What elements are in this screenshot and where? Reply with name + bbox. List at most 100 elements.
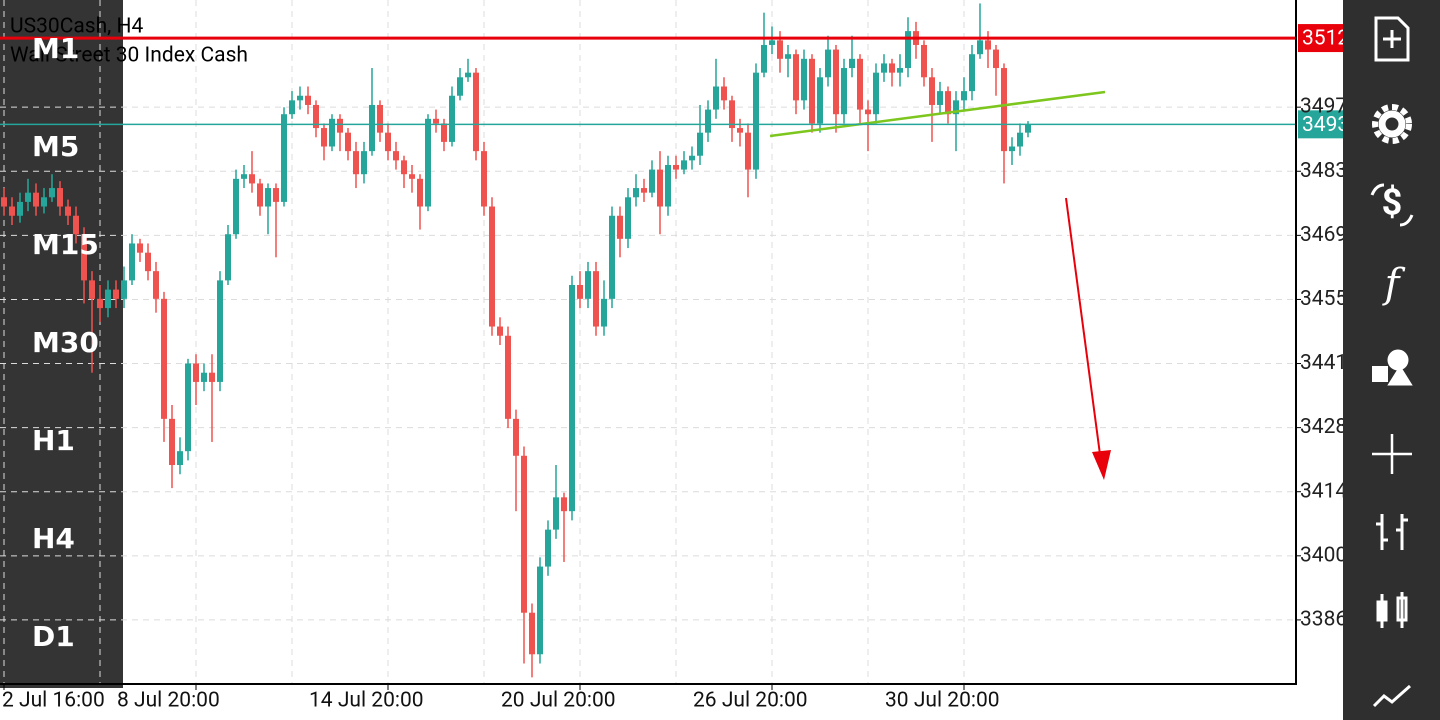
candle-body bbox=[369, 104, 375, 152]
trend-line[interactable] bbox=[769, 90, 1106, 138]
timeframe-button[interactable]: D1 bbox=[32, 620, 75, 653]
candle-body bbox=[1025, 124, 1031, 133]
timeframe-button[interactable]: M1 bbox=[32, 32, 79, 65]
candle-body bbox=[289, 100, 295, 115]
candle-body bbox=[817, 77, 823, 124]
candle-body bbox=[1017, 132, 1023, 147]
candle-body bbox=[713, 86, 719, 110]
candle-body bbox=[593, 271, 599, 327]
candle-body bbox=[25, 192, 31, 202]
candle-body bbox=[625, 197, 631, 239]
candle-body bbox=[129, 243, 135, 281]
candle-body bbox=[505, 335, 511, 419]
candle-body bbox=[649, 169, 655, 193]
timeframe-button[interactable]: M5 bbox=[32, 130, 79, 163]
candle-body bbox=[665, 164, 671, 207]
candle-body bbox=[473, 72, 479, 152]
candle-body bbox=[705, 109, 711, 133]
time-axis: 2 Jul 16:00 8 Jul 20:00 14 Jul 20:00 20 Jul… bbox=[2, 684, 1000, 713]
candle-body bbox=[953, 100, 959, 115]
candle-body bbox=[673, 164, 679, 170]
candle-body bbox=[121, 280, 127, 299]
candle-body bbox=[841, 68, 847, 115]
candle-body bbox=[865, 109, 871, 115]
x-tick-label: 20 Jul 20:00 bbox=[501, 689, 616, 713]
candle-body bbox=[889, 63, 895, 73]
candle-body bbox=[113, 289, 119, 299]
line-chart-button[interactable] bbox=[1372, 684, 1411, 708]
candle-body bbox=[97, 298, 103, 309]
candle-body bbox=[81, 234, 87, 281]
candle-body bbox=[737, 128, 743, 133]
settings-button[interactable] bbox=[1372, 104, 1412, 144]
candle-body bbox=[497, 326, 503, 336]
arrow-head[interactable] bbox=[1092, 450, 1111, 480]
candle-body bbox=[377, 104, 383, 133]
bars-button[interactable] bbox=[1376, 514, 1408, 550]
new-order-button[interactable] bbox=[1374, 16, 1410, 62]
timeframe-button[interactable]: M15 bbox=[32, 228, 99, 261]
candle-body bbox=[657, 169, 663, 207]
candle-body bbox=[577, 284, 583, 299]
timeframe-panel bbox=[0, 0, 123, 688]
candle-body bbox=[905, 31, 911, 69]
objects-button[interactable] bbox=[1372, 349, 1413, 386]
candle-body bbox=[305, 95, 311, 105]
candle-body bbox=[281, 114, 287, 202]
candle-body bbox=[449, 95, 455, 142]
candle-body bbox=[945, 91, 951, 115]
candle-body bbox=[257, 183, 263, 207]
candle-body bbox=[729, 100, 735, 129]
candle-body bbox=[545, 529, 551, 567]
candle-body bbox=[937, 91, 943, 105]
candle-body bbox=[193, 363, 199, 382]
timeframe-button[interactable]: H1 bbox=[32, 424, 75, 457]
candle-body bbox=[337, 118, 343, 133]
candle-body bbox=[697, 132, 703, 156]
svg-text:$: $ bbox=[1382, 182, 1403, 224]
candle-body bbox=[921, 44, 927, 78]
x-tick-label: 30 Jul 20:00 bbox=[885, 689, 1000, 713]
candle-body bbox=[49, 188, 55, 198]
candle-body bbox=[561, 497, 567, 512]
candle-body bbox=[993, 49, 999, 69]
candle-body bbox=[393, 151, 399, 161]
candle-body bbox=[177, 451, 183, 466]
candle-body bbox=[241, 174, 247, 179]
candles-button[interactable] bbox=[1376, 592, 1408, 628]
candle-body bbox=[489, 206, 495, 327]
candle-body bbox=[529, 612, 535, 655]
candle-body bbox=[521, 455, 527, 613]
arrow-shaft[interactable] bbox=[1065, 197, 1102, 463]
candle-body bbox=[849, 58, 855, 69]
timeframe-button[interactable]: M30 bbox=[32, 326, 99, 359]
candle-body bbox=[201, 372, 207, 382]
x-tick-label: 2 Jul 16:00 bbox=[2, 689, 105, 713]
candle-body bbox=[833, 49, 839, 115]
candle-body bbox=[769, 40, 775, 45]
candle-body bbox=[65, 206, 71, 216]
candle-body bbox=[217, 280, 223, 382]
candle-body bbox=[297, 95, 303, 101]
crosshair-button[interactable] bbox=[1372, 434, 1412, 474]
candle-body bbox=[969, 54, 975, 92]
trade-button[interactable]: $ bbox=[1370, 182, 1414, 227]
candle-body bbox=[689, 155, 695, 161]
candle-body bbox=[873, 72, 879, 115]
candle-body bbox=[641, 188, 647, 193]
candle-body bbox=[537, 566, 543, 655]
candle-body bbox=[225, 234, 231, 281]
candle-body bbox=[137, 243, 143, 253]
x-tick-label: 26 Jul 20:00 bbox=[693, 689, 808, 713]
candle-body bbox=[681, 160, 687, 170]
candle-body bbox=[153, 271, 159, 299]
timeframe-button[interactable]: H4 bbox=[32, 522, 75, 555]
candle-body bbox=[185, 363, 191, 452]
candle-body bbox=[1001, 68, 1007, 152]
candle-body bbox=[569, 284, 575, 512]
candle-body bbox=[761, 44, 767, 73]
candle-body bbox=[249, 174, 255, 184]
candle-body bbox=[33, 192, 39, 207]
candle-body bbox=[857, 58, 863, 110]
